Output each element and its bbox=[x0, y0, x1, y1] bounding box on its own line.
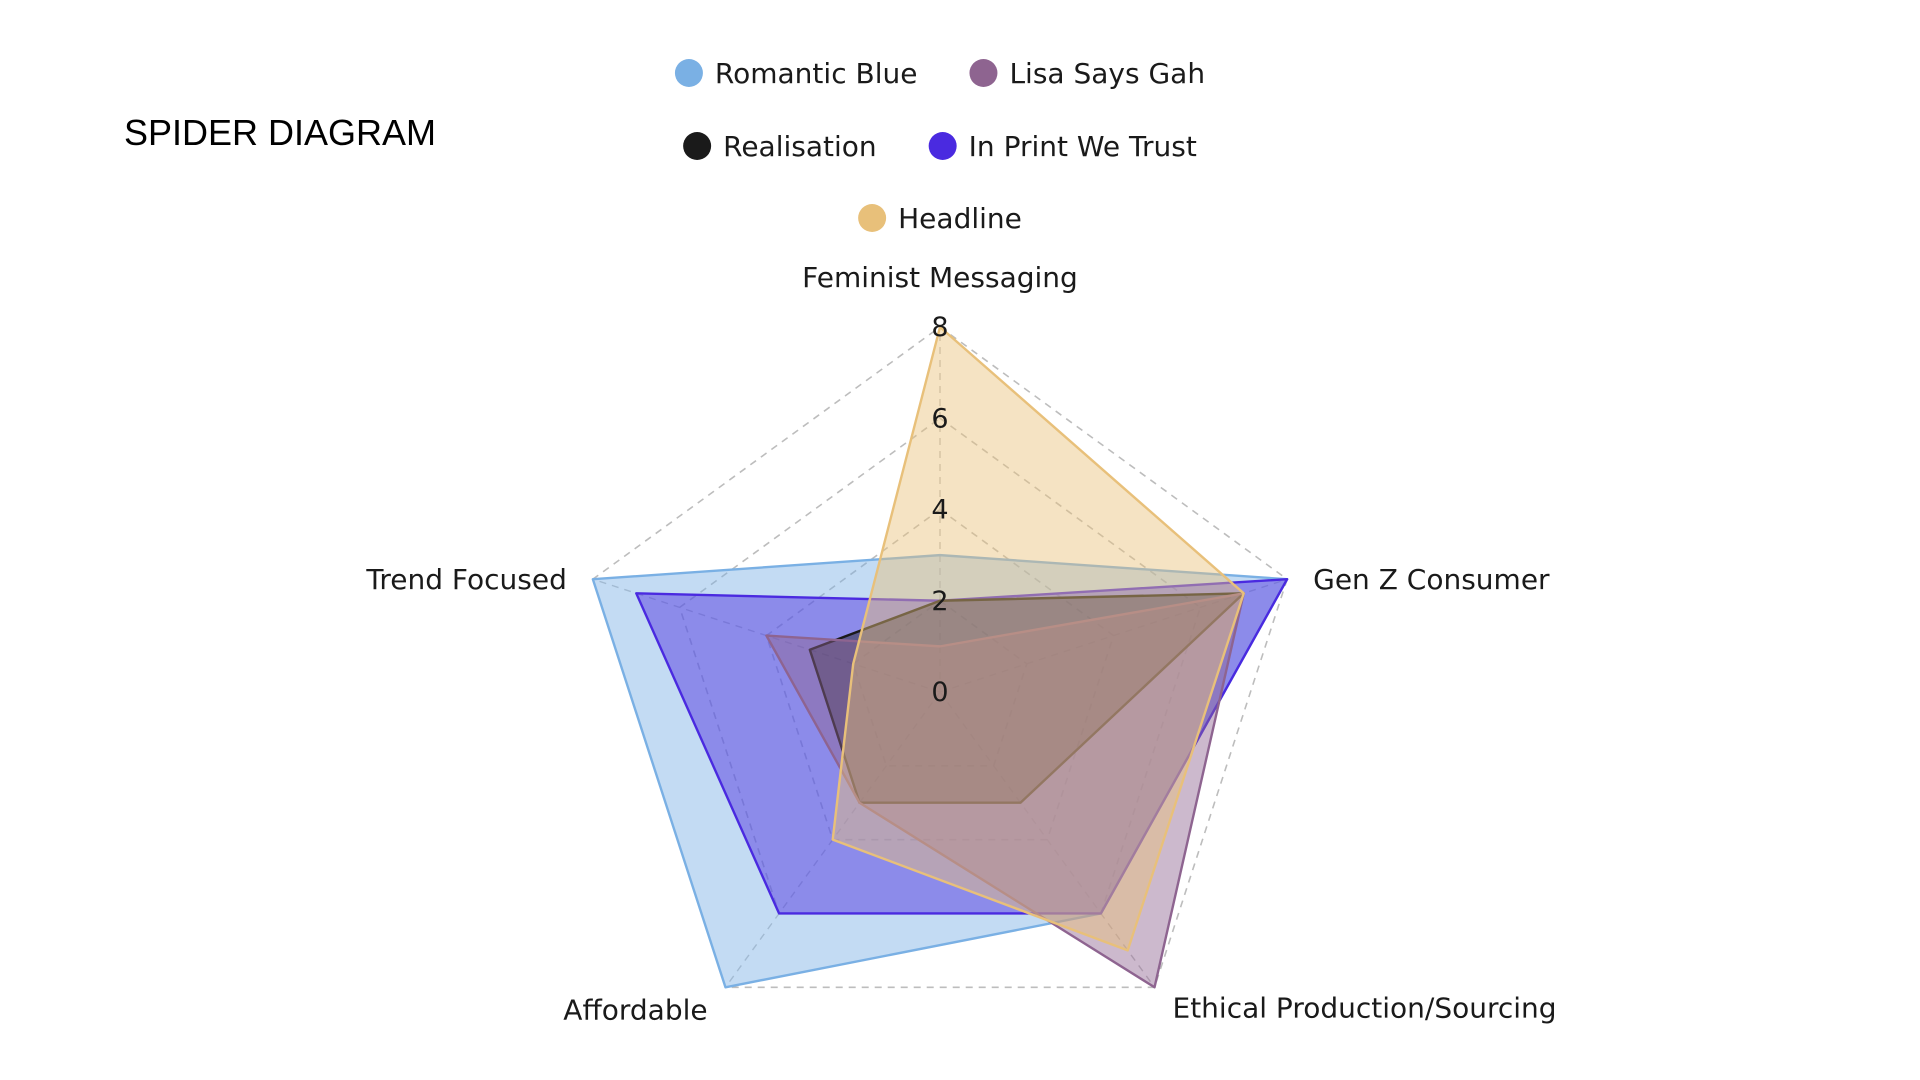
axis-label-trend-focused: Trend Focused bbox=[365, 563, 567, 596]
grid-spoke-ethical-production-sourcing bbox=[939, 691, 1156, 988]
tick-label-0: 0 bbox=[931, 677, 948, 708]
legend-swatch-romantic-blue bbox=[674, 59, 703, 87]
legend-swatch-in-print-we-trust bbox=[928, 132, 957, 160]
legend-swatch-lisa-says-gah bbox=[969, 59, 998, 87]
grid-ring-2 bbox=[852, 599, 1028, 767]
legend-item-romantic-blue[interactable]: Romantic Blue bbox=[674, 57, 918, 90]
axis-label-gen-z-consumer: Gen Z Consumer bbox=[1313, 563, 1550, 596]
chart-legend: Romantic Blue Lisa Says Gah Realisation In … bbox=[674, 57, 1205, 235]
legend-item-headline[interactable]: Headline bbox=[858, 202, 1022, 235]
legend-item-realisation[interactable]: Realisation bbox=[683, 130, 877, 163]
grid-ring-4 bbox=[765, 508, 1115, 841]
grid-ring-8 bbox=[591, 326, 1289, 989]
axis-label-feminist-messaging: Feminist Messaging bbox=[802, 261, 1078, 294]
legend-swatch-realisation bbox=[683, 132, 712, 160]
grid-ring-6 bbox=[678, 417, 1202, 915]
series-in-print-we-trust bbox=[635, 578, 1289, 915]
grid-spoke-gen-z-consumer bbox=[939, 578, 1288, 693]
series-lisa-says-gah bbox=[765, 592, 1245, 989]
tick-label-8: 8 bbox=[931, 312, 948, 343]
legend-label-realisation: Realisation bbox=[723, 130, 877, 163]
radar-series bbox=[591, 325, 1289, 989]
tick-labels: 0 2 4 6 8 bbox=[931, 312, 948, 708]
legend-item-in-print-we-trust[interactable]: In Print We Trust bbox=[928, 130, 1197, 163]
axis-label-ethical-production-sourcing: Ethical Production/Sourcing bbox=[1173, 991, 1557, 1024]
legend-label-lisa-says-gah: Lisa Says Gah bbox=[1009, 57, 1205, 90]
page-title: SPIDER DIAGRAM bbox=[124, 112, 436, 153]
axis-label-affordable: Affordable bbox=[563, 993, 707, 1026]
axis-labels: Feminist Messaging Gen Z Consumer Ethical … bbox=[365, 261, 1556, 1026]
tick-label-6: 6 bbox=[931, 403, 948, 434]
legend-label-in-print-we-trust: In Print We Trust bbox=[969, 130, 1197, 163]
series-romantic-blue bbox=[591, 553, 1289, 989]
tick-label-4: 4 bbox=[931, 495, 948, 526]
legend-item-lisa-says-gah[interactable]: Lisa Says Gah bbox=[969, 57, 1205, 90]
tick-label-2: 2 bbox=[931, 586, 948, 617]
legend-label-headline: Headline bbox=[898, 202, 1022, 235]
series-headline bbox=[831, 325, 1245, 952]
legend-swatch-headline bbox=[858, 204, 887, 232]
legend-label-romantic-blue: Romantic Blue bbox=[715, 57, 918, 90]
